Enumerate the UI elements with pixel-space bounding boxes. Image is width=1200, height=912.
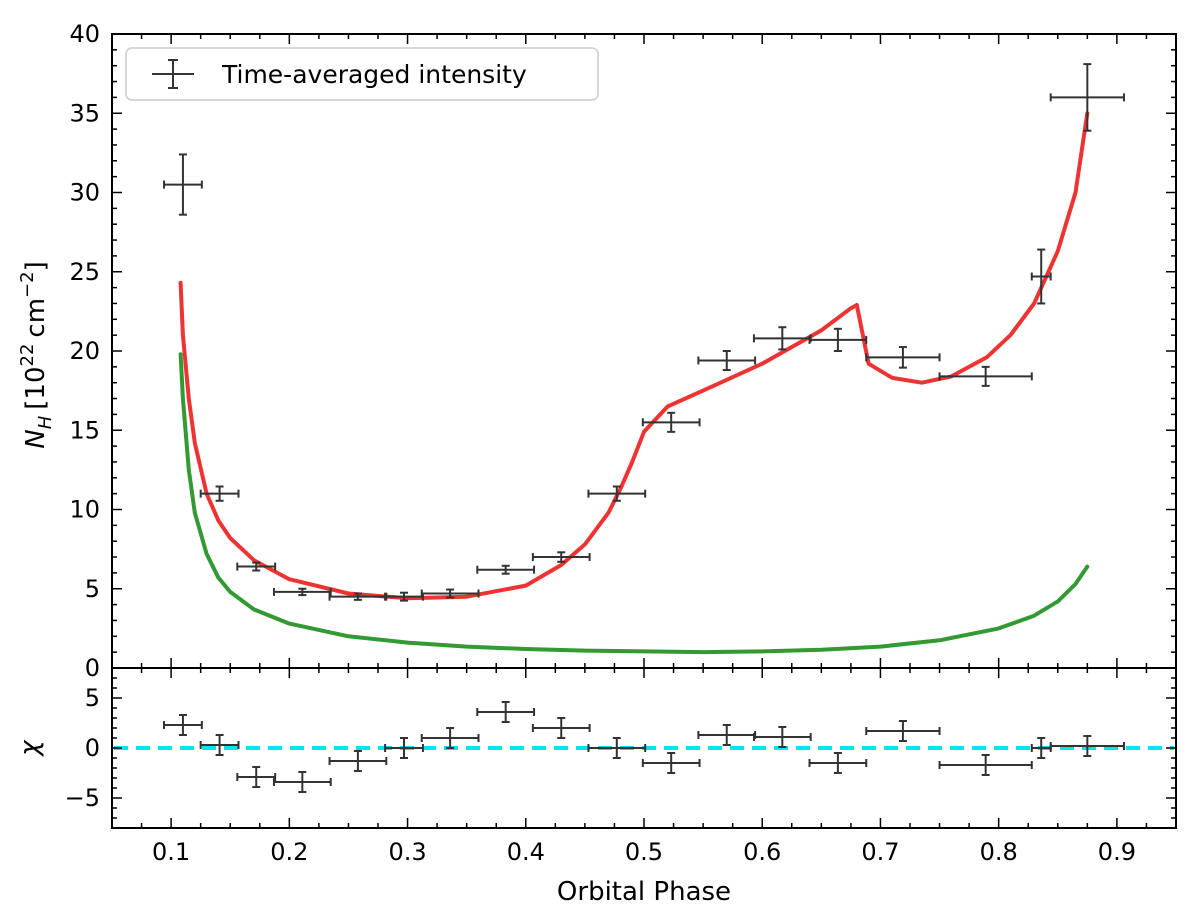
chi-residual-point	[420, 727, 480, 749]
chi-residual-point	[199, 734, 240, 756]
nh-data-point	[420, 588, 480, 599]
legend: Time-averaged intensity	[125, 47, 599, 101]
nh-data-point	[384, 591, 424, 602]
nh-data-point	[236, 561, 277, 572]
top-y-axis-label: NH[1022cm−2]	[17, 261, 56, 448]
bottom-y-axis-label: χ	[15, 739, 45, 758]
nh-data-point	[1030, 248, 1052, 305]
nh-data-point	[752, 326, 812, 351]
nh-data-point	[272, 587, 332, 597]
nh-data-point	[531, 551, 591, 563]
chi-residual-point	[938, 754, 1033, 776]
x-tick-label: 0.1	[152, 838, 190, 866]
wind-model-curve	[178, 352, 1090, 655]
top-tick-labels: 0 5 10 15 20 25 30 35 40	[69, 20, 100, 682]
chi-residual-point	[1049, 735, 1125, 757]
y-tick-label: 5	[85, 575, 100, 603]
chi-residual-point	[752, 726, 812, 748]
nh-data-point	[808, 327, 868, 352]
x-tick-label: 0.2	[270, 838, 308, 866]
nh-data-point	[697, 350, 757, 372]
y-tick-label: 35	[69, 99, 100, 127]
x-tick-label: 0.6	[743, 838, 781, 866]
x-tick-label: 0.8	[980, 838, 1018, 866]
chi-residual-point	[531, 717, 591, 739]
chi-residual-point	[384, 737, 424, 759]
chi-residual-point	[236, 766, 277, 788]
y-tick-label: 30	[69, 179, 100, 207]
x-tick-label: 0.9	[1098, 838, 1136, 866]
y-tick-label: 25	[69, 258, 100, 286]
chi-tick-label: 0	[85, 734, 100, 762]
y-tick-label: 10	[69, 496, 100, 524]
chi-residual-point	[163, 714, 203, 736]
x-tick-label: 0.7	[861, 838, 899, 866]
top-data-points	[163, 63, 1125, 602]
x-tick-label: 0.5	[625, 838, 663, 866]
y-tick-label: 20	[69, 337, 100, 365]
bottom-tick-labels: −5 0 5 0.1 0.2 0.3 0.4 0.5 0.6 0.7 0.8 0.9	[65, 684, 1136, 866]
chi-residual-point	[808, 752, 868, 774]
chi-tick-label: 5	[85, 684, 100, 712]
nh-data-point	[163, 153, 203, 216]
top-model-curves	[178, 111, 1090, 655]
total-model-curve	[178, 111, 1090, 601]
chi-residual-point	[865, 720, 941, 742]
y-tick-label: 15	[69, 416, 100, 444]
nh-data-point	[476, 564, 536, 575]
bottom-residual-points	[163, 701, 1125, 793]
y-tick-label: 40	[69, 20, 100, 48]
nh-data-point	[865, 346, 941, 369]
top-ticks	[111, 33, 1177, 669]
nh-data-point	[641, 411, 701, 433]
bottom-ticks	[111, 667, 1177, 829]
x-tick-label: 0.3	[388, 838, 426, 866]
legend-box	[125, 47, 599, 101]
legend-label: Time-averaged intensity	[221, 60, 527, 89]
chi-residual-point	[697, 724, 757, 746]
chi-residual-point	[272, 771, 332, 793]
chi-residual-point	[641, 752, 701, 774]
x-axis-label: Orbital Phase	[557, 877, 731, 907]
x-tick-label: 0.4	[507, 838, 545, 866]
chi-residual-point	[587, 737, 647, 759]
chi-tick-label: −5	[65, 784, 100, 812]
y-tick-label: 0	[85, 654, 100, 682]
chi-residual-point	[328, 750, 388, 772]
nh-data-point	[938, 365, 1033, 387]
nh-data-point	[199, 485, 240, 502]
nh-data-point	[1049, 63, 1125, 132]
bottom-panel: −5 0 5 0.1 0.2 0.3 0.4 0.5 0.6 0.7 0.8 0.9 χ Orbita…	[15, 667, 1177, 907]
top-panel: 0 5 10 15 20 25 30 35 40 Time-averaged intensity…	[17, 20, 1177, 682]
chi-residual-point	[476, 701, 536, 723]
nh-data-point	[587, 485, 647, 502]
